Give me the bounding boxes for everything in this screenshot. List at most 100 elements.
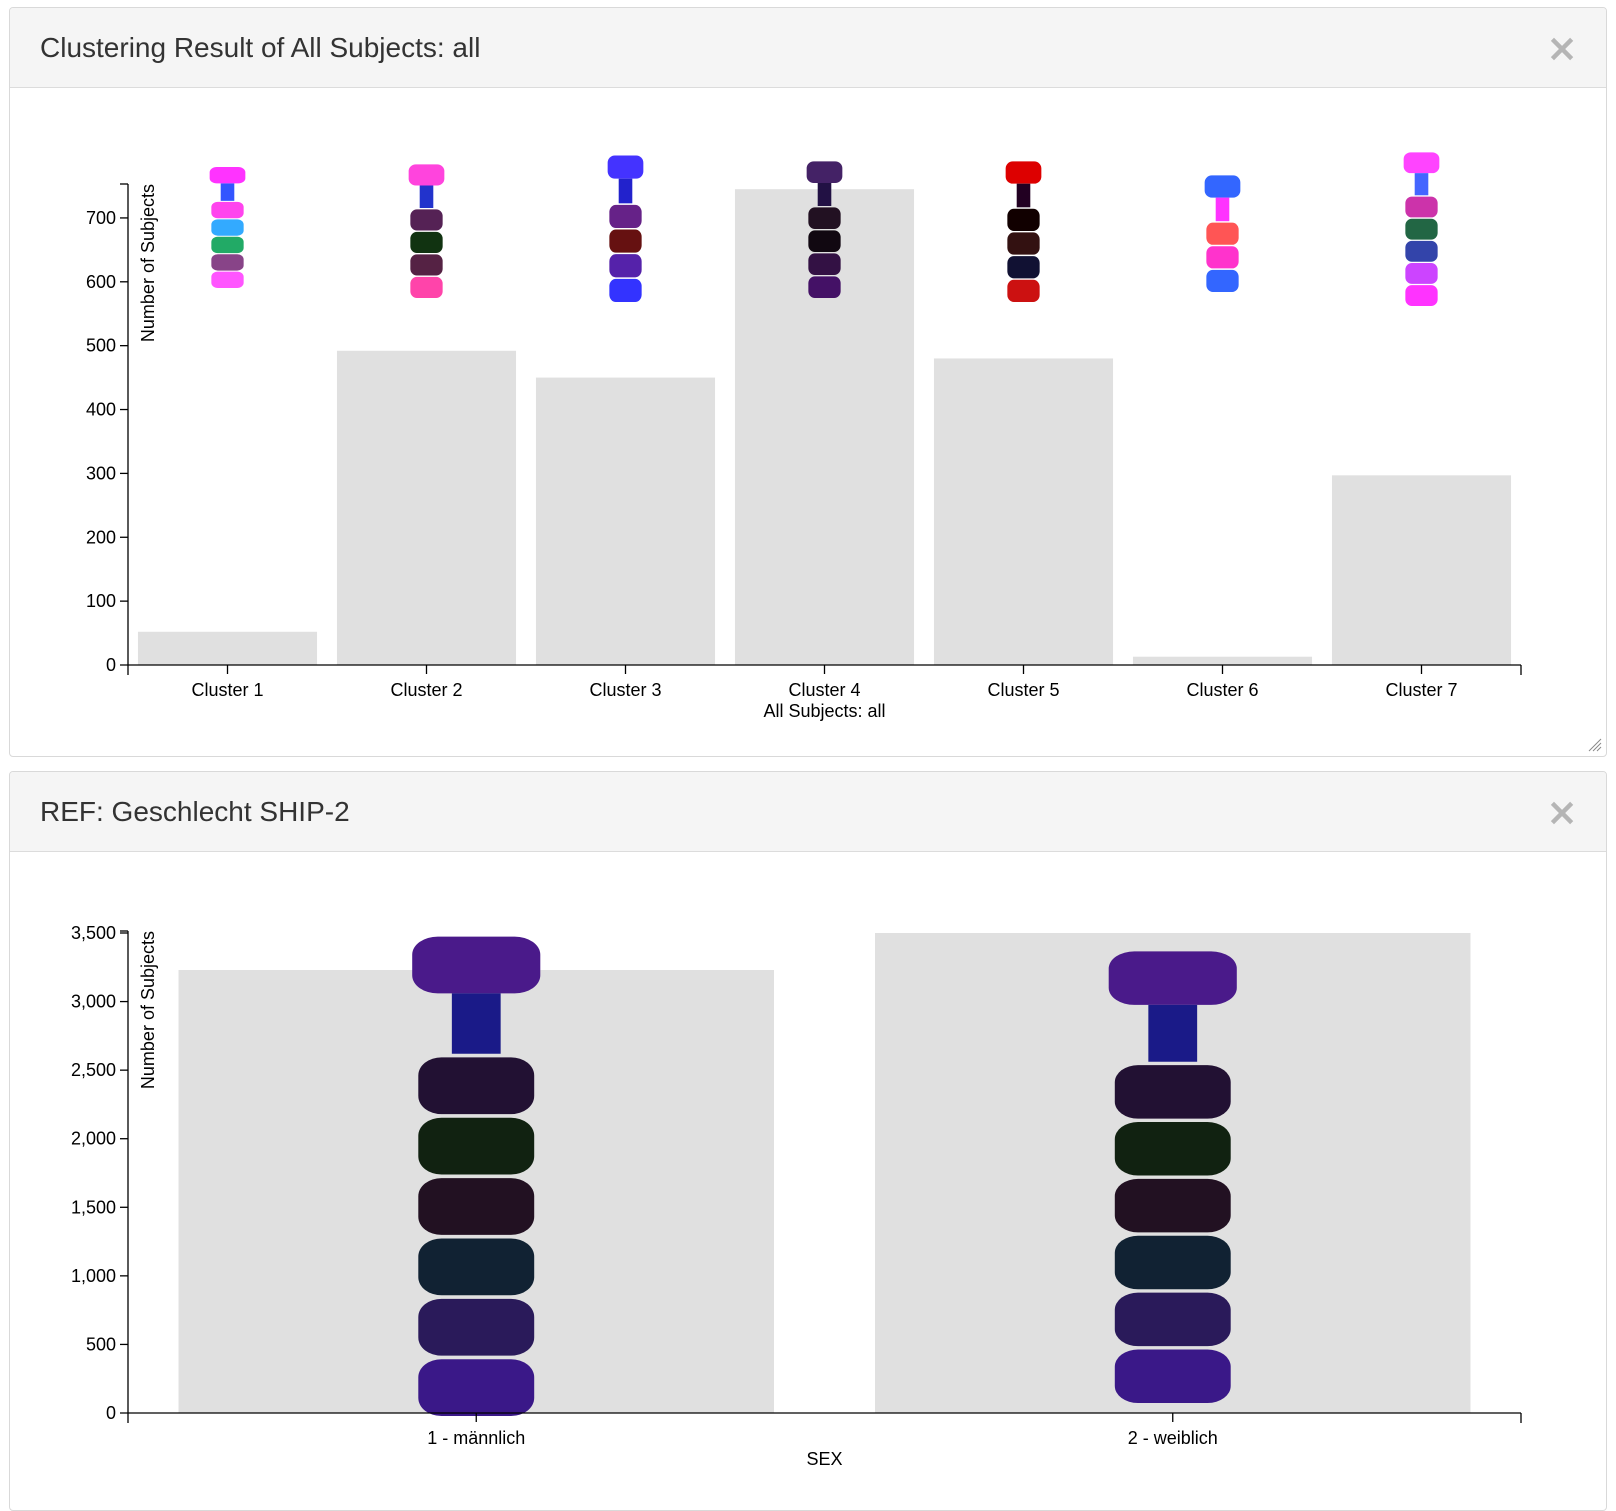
glyph-segment [1108, 951, 1237, 1005]
glyph-segment [418, 1238, 535, 1296]
glyph-segment [808, 276, 841, 298]
panel-header: REF: Geschlecht SHIP-2 × [10, 772, 1606, 852]
y-tick-label: 400 [86, 400, 116, 420]
glyph-segment [1007, 256, 1040, 279]
glyph-neck [1148, 1004, 1198, 1062]
glyph-neck [618, 178, 633, 204]
y-tick-label: 0 [106, 655, 116, 675]
glyph-segment [1206, 222, 1239, 245]
glyph-segment [1114, 1178, 1231, 1233]
glyph-segment [808, 230, 841, 252]
resize-handle-icon[interactable] [1588, 738, 1602, 752]
glyph-segment [808, 207, 841, 229]
glyph-segment [1114, 1349, 1231, 1403]
glyph-segment [1405, 285, 1438, 306]
glyph-segment [1114, 1065, 1231, 1119]
glyph-neck [419, 185, 434, 208]
y-axis-title: Number of Subjects [138, 931, 158, 1089]
glyph-segment [211, 254, 244, 271]
glyph-neck [817, 183, 832, 206]
glyph-segment [1403, 152, 1440, 174]
x-tick-label: Cluster 2 [390, 680, 462, 700]
x-axis-title: All Subjects: all [763, 701, 885, 721]
y-tick-label: 3,000 [71, 992, 116, 1012]
panel-title: REF: Geschlecht SHIP-2 [40, 796, 350, 827]
bar [336, 350, 517, 665]
cluster-glyph [412, 936, 541, 1416]
glyph-segment [408, 164, 445, 186]
close-icon[interactable]: × [1546, 26, 1578, 70]
y-tick-label: 300 [86, 463, 116, 483]
glyph-segment [808, 253, 841, 275]
glyph-segment [418, 1359, 535, 1416]
glyph-segment [418, 1057, 535, 1115]
glyph-segment [1114, 1235, 1231, 1290]
x-tick-label: 1 - männlich [427, 1428, 525, 1448]
clustering-panel: Clustering Result of All Subjects: all ×… [9, 7, 1607, 757]
y-tick-label: 600 [86, 272, 116, 292]
y-tick-label: 3,500 [71, 923, 116, 943]
glyph-neck [1414, 173, 1429, 196]
glyph-segment [209, 167, 246, 184]
panel-header: Clustering Result of All Subjects: all × [10, 8, 1606, 88]
bar [933, 358, 1114, 665]
glyph-segment [1114, 1122, 1231, 1176]
sex-bar-chart: 0 500 1,000 1,500 2,000 2,500 3,000 3,500 1 - mä… [71, 923, 1522, 1469]
y-axis-title: Number of Subjects [138, 184, 158, 342]
glyph-segment [1007, 208, 1040, 231]
y-tick-label: 1,000 [71, 1266, 116, 1286]
glyph-segment [806, 161, 843, 183]
y-tick-label: 700 [86, 208, 116, 228]
glyph-segment [1405, 196, 1438, 218]
cluster-glyph [1005, 161, 1042, 302]
cluster-glyph [209, 167, 246, 288]
bar [1132, 656, 1313, 665]
glyph-segment [410, 254, 443, 276]
cluster-glyph [806, 161, 843, 298]
glyph-segment [607, 155, 644, 179]
glyph-segment [211, 219, 244, 236]
x-tick-label: Cluster 4 [788, 680, 860, 700]
cluster-glyph [1108, 951, 1237, 1403]
glyph-segment [418, 1117, 535, 1175]
x-axis-title: SEX [806, 1449, 842, 1469]
glyph-segment [418, 1298, 535, 1356]
y-tick-label: 2,500 [71, 1060, 116, 1080]
glyph-segment [1405, 218, 1438, 240]
cluster-glyph [408, 164, 445, 298]
glyph-segment [1206, 269, 1239, 292]
glyph-segment [609, 254, 642, 278]
bar [1331, 475, 1512, 665]
x-tick-label: 2 - weiblich [1128, 1428, 1218, 1448]
x-tick-label: Cluster 1 [191, 680, 263, 700]
x-tick-label: Cluster 5 [987, 680, 1059, 700]
glyph-segment [211, 201, 244, 219]
glyph-neck [220, 183, 235, 201]
sex-reference-panel: REF: Geschlecht SHIP-2 × 0 500 1,000 1,500 2… [9, 771, 1607, 1511]
y-tick-label: 100 [86, 591, 116, 611]
glyph-segment [1206, 246, 1239, 269]
cluster-glyph [607, 155, 644, 302]
glyph-neck [1215, 197, 1230, 222]
glyph-segment [1204, 175, 1241, 198]
cluster-bar-chart: 0 100 200 300 400 500 600 700 Cluster 1 Cluster 2… [86, 152, 1522, 721]
glyph-neck [1016, 183, 1031, 208]
bar [535, 377, 716, 665]
bar [137, 631, 318, 665]
glyph-segment [1114, 1292, 1231, 1347]
close-icon[interactable]: × [1546, 790, 1578, 834]
glyph-segment [410, 209, 443, 231]
glyph-segment [211, 236, 244, 254]
glyph-segment [1005, 161, 1042, 184]
glyph-segment [609, 204, 642, 228]
y-tick-label: 500 [86, 1334, 116, 1354]
y-tick-label: 0 [106, 1403, 116, 1423]
glyph-segment [1007, 279, 1040, 302]
cluster-glyph [1204, 175, 1241, 292]
panel-title: Clustering Result of All Subjects: all [40, 32, 481, 63]
glyph-segment [410, 231, 443, 253]
glyph-segment [418, 1178, 535, 1235]
x-tick-label: Cluster 3 [589, 680, 661, 700]
x-tick-label: Cluster 6 [1186, 680, 1258, 700]
y-tick-label: 500 [86, 336, 116, 356]
